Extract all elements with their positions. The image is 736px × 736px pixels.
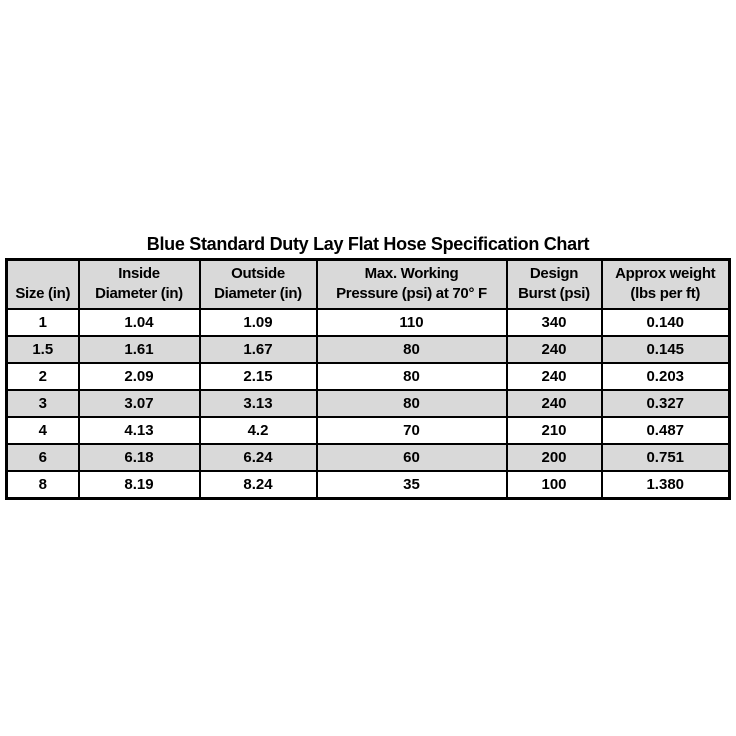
column-header-inside-diameter: Inside Diameter (in): [77, 258, 201, 310]
table-cell: 80: [315, 335, 508, 364]
table-cell: 2.15: [198, 362, 318, 391]
table-cell: 1.61: [77, 335, 201, 364]
table-cell: 1.380: [600, 470, 731, 500]
table-row: 1.5 1.61 1.67 80 240 0.145: [5, 335, 731, 364]
table-cell: 80: [315, 362, 508, 391]
table-cell: 35: [315, 470, 508, 500]
table-row: 2 2.09 2.15 80 240 0.203: [5, 362, 731, 391]
table-cell: 240: [505, 362, 603, 391]
table-cell: 3.13: [198, 389, 318, 418]
table-cell: 1.09: [198, 308, 318, 337]
table-row: 1 1.04 1.09 110 340 0.140: [5, 308, 731, 337]
table-cell: 240: [505, 335, 603, 364]
table-cell: 100: [505, 470, 603, 500]
table-cell: 1: [5, 308, 80, 337]
table-row: 6 6.18 6.24 60 200 0.751: [5, 443, 731, 472]
table-cell: 0.145: [600, 335, 731, 364]
chart-title: Blue Standard Duty Lay Flat Hose Specifi…: [146, 234, 590, 254]
table-cell: 3: [5, 389, 80, 418]
column-header-line: Inside: [118, 265, 160, 282]
table-cell: 80: [315, 389, 508, 418]
table-cell: 60: [315, 443, 508, 472]
header-row: Size (in) Inside Diameter (in) Outside D…: [5, 258, 731, 310]
table-cell: 3.07: [77, 389, 201, 418]
table-row: 3 3.07 3.13 80 240 0.327: [5, 389, 731, 418]
table-cell: 0.203: [600, 362, 731, 391]
table-body: 1 1.04 1.09 110 340 0.140 1.5 1.61 1.67 …: [5, 308, 731, 500]
table-cell: 1.67: [198, 335, 318, 364]
table-cell: 340: [505, 308, 603, 337]
column-header-outside-diameter: Outside Diameter (in): [198, 258, 318, 310]
column-header-design-burst: Design Burst (psi): [505, 258, 603, 310]
column-header-line: Design: [529, 265, 579, 282]
spec-table: Size (in) Inside Diameter (in) Outside D…: [5, 258, 731, 500]
table-cell: 4.13: [77, 416, 201, 445]
table-cell: 110: [315, 308, 508, 337]
column-header-line: Diameter (in): [95, 285, 183, 302]
column-header-line: (lbs per ft): [630, 285, 701, 302]
table-row: 8 8.19 8.24 35 100 1.380: [5, 470, 731, 500]
table-cell: 200: [505, 443, 603, 472]
table-cell: 0.327: [600, 389, 731, 418]
table-cell: 0.487: [600, 416, 731, 445]
column-header-line: Burst (psi): [518, 285, 590, 302]
table-cell: 8.19: [77, 470, 201, 500]
table-cell: 2.09: [77, 362, 201, 391]
table-cell: 6: [5, 443, 80, 472]
table-cell: 1.04: [77, 308, 201, 337]
table-cell: 4.2: [198, 416, 318, 445]
table-cell: 210: [505, 416, 603, 445]
table-cell: 0.140: [600, 308, 731, 337]
column-header-approx-weight: Approx weight (lbs per ft): [600, 258, 731, 310]
table-cell: 4: [5, 416, 80, 445]
table-cell: 1.5: [5, 335, 80, 364]
table-cell: 6.18: [77, 443, 201, 472]
table-cell: 70: [315, 416, 508, 445]
table-row: 4 4.13 4.2 70 210 0.487: [5, 416, 731, 445]
table-cell: 240: [505, 389, 603, 418]
table-cell: 8: [5, 470, 80, 500]
column-header-line: Diameter (in): [214, 285, 302, 302]
column-header-line: Outside: [231, 265, 285, 282]
table-cell: 8.24: [198, 470, 318, 500]
column-header-line: Approx weight: [615, 265, 716, 282]
column-header-max-working-pressure: Max. Working Pressure (psi) at 70° F: [315, 258, 508, 310]
table-cell: 6.24: [198, 443, 318, 472]
column-header-line: Pressure (psi) at 70° F: [336, 285, 487, 302]
table-cell: 0.751: [600, 443, 731, 472]
column-header-line: Size (in): [15, 285, 71, 302]
page-content: Blue Standard Duty Lay Flat Hose Specifi…: [5, 234, 731, 500]
column-header-line: Max. Working: [364, 265, 459, 282]
table-header: Size (in) Inside Diameter (in) Outside D…: [5, 258, 731, 310]
table-cell: 2: [5, 362, 80, 391]
column-header-size: Size (in): [5, 258, 80, 310]
